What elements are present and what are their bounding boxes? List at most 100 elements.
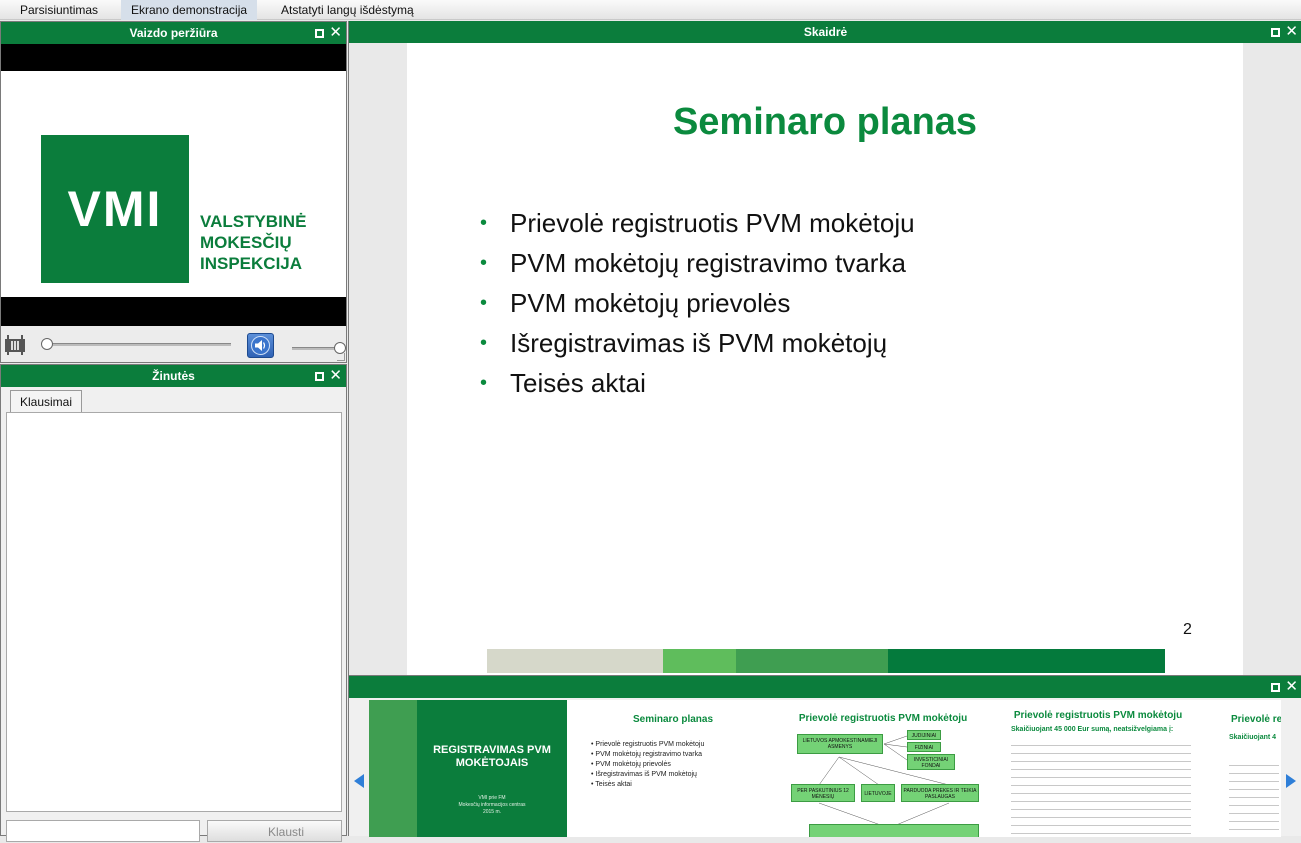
slide-panel-header: Skaidrė ✕ xyxy=(349,21,1301,43)
thumbnail-subtitle: Skaičiuojant 4 xyxy=(1229,734,1277,741)
slide-thumbnail[interactable]: Prievolė re Skaičiuojant 4 xyxy=(1209,700,1281,837)
film-strip-icon[interactable] xyxy=(4,334,26,356)
thumbnail-caption-line: 2015 m. xyxy=(482,809,502,815)
slide-thumbnail[interactable]: Prievolė registruotis PVM mokėtoju Skaič… xyxy=(991,700,1205,837)
slide-panel: Skaidrė ✕ Seminaro planas • Prievolė regi… xyxy=(348,21,1301,675)
video-display: VMI VALSTYBINĖ MOKESČIŲ INSPEKCIJA xyxy=(1,44,346,326)
vmi-logo-name: VALSTYBINĖ MOKESČIŲ INSPEKCIJA xyxy=(200,211,306,274)
messages-panel: Žinutės ✕ Klausimai Klausti xyxy=(0,364,347,842)
thumbnail-bullet-text: Išregistravimas iš PVM mokėtojų xyxy=(595,771,697,778)
thumbnail-diagram-box xyxy=(809,824,979,837)
close-icon[interactable]: ✕ xyxy=(1285,23,1298,40)
next-slide-arrow-icon[interactable] xyxy=(1286,774,1296,788)
slide-title: Seminaro planas xyxy=(672,101,978,143)
thumbnail-bullet: • Išregistravimas iš PVM mokėtojų xyxy=(591,771,697,778)
slide-bullet-text: Išregistravimas iš PVM mokėtojų xyxy=(510,328,888,358)
thumbnail-caption-line: Mokesčių informacijos centras xyxy=(458,802,526,808)
thumbnail-diagram-connectors xyxy=(818,735,950,829)
slide-bullet: • PVM mokėtojų prievolės xyxy=(477,283,915,323)
video-panel: Vaizdo peržiūra ✕ VMI VALSTYBINĖ MOKESČI… xyxy=(0,21,347,363)
seek-slider[interactable] xyxy=(45,343,231,346)
vmi-name-line: INSPEKCIJA xyxy=(200,254,303,273)
menu-item-download[interactable]: Parsisiuntimas xyxy=(20,3,99,17)
maximize-icon[interactable] xyxy=(315,28,325,38)
thumbnail-title: REGISTRAVIMAS PVM MOKĖTOJAIS xyxy=(433,744,551,769)
vmi-name-line: MOKESČIŲ xyxy=(200,233,292,252)
close-icon[interactable]: ✕ xyxy=(329,367,342,384)
tab-questions[interactable]: Klausimai xyxy=(10,390,82,412)
thumbnail-bullet-text: PVM mokėtojų prievolės xyxy=(595,761,671,768)
thumbnail-diagram-box: PARDUODA PREKES IR TEIKIA PASLAUGAS xyxy=(901,784,979,802)
thumbnail-strip: REGISTRAVIMAS PVM MOKĖTOJAIS VMI prie FM… xyxy=(369,700,1281,837)
thumbnail-diagram-box: LIETUVOS APMOKESTINAMIEJI ASMENYS xyxy=(797,734,883,754)
thumbnail-diagram-box: JUDIJINIAI xyxy=(907,730,941,740)
thumbnail-bullet-list: • Prievolė registruotis PVM mokėtoju • P… xyxy=(591,740,704,790)
slide-panel-title: Skaidrė xyxy=(803,25,848,39)
thumbnail-bullet: • Prievolė registruotis PVM mokėtoju xyxy=(591,741,705,748)
video-panel-title: Vaizdo peržiūra xyxy=(129,26,218,40)
thumbnail-title: Prievolė registruotis PVM mokėtoju xyxy=(798,713,968,724)
thumbnail-bullet: • PVM mokėtojų prievolės xyxy=(591,761,671,768)
vmi-name-line: VALSTYBINĖ xyxy=(200,212,307,231)
seek-slider-handle[interactable] xyxy=(41,338,53,350)
maximize-icon[interactable] xyxy=(315,371,325,381)
thumbnail-subtitle: Skaičiuojant 45 000 Eur sumą, neatsižvel… xyxy=(1011,726,1174,733)
maximize-icon[interactable] xyxy=(1271,682,1281,692)
close-icon[interactable]: ✕ xyxy=(329,24,342,41)
messages-panel-title: Žinutės xyxy=(152,369,195,383)
slide-bullet: • Teisės aktai xyxy=(477,363,915,403)
slide-page-number: 2 xyxy=(1183,621,1192,638)
thumbnail-side-band xyxy=(369,700,417,837)
bullet-icon: • xyxy=(480,212,488,234)
thumbnail-diagram-box: LIETUVOJE xyxy=(861,784,895,802)
thumbnail-diagram-box: INVESTICINIAI FONDAI xyxy=(907,754,955,770)
slide-bullet-text: PVM mokėtojų prievolės xyxy=(510,288,791,318)
thumbnail-title-area xyxy=(417,700,567,837)
slide-bullet-text: PVM mokėtojų registravimo tvarka xyxy=(510,248,906,278)
slide-footer-band xyxy=(736,649,888,673)
slide-thumbnail[interactable]: REGISTRAVIMAS PVM MOKĖTOJAIS VMI prie FM… xyxy=(369,700,567,837)
thumbnail-title: Seminaro planas xyxy=(632,714,714,725)
slide-thumbnail[interactable]: Seminaro planas • Prievolė registruotis … xyxy=(571,700,775,837)
thumbnail-title: Prievolė re xyxy=(1231,714,1281,725)
slide-bullet: • PVM mokėtojų registravimo tvarka xyxy=(477,243,915,283)
prev-slide-arrow-icon[interactable] xyxy=(354,774,364,788)
maximize-icon[interactable] xyxy=(1271,27,1281,37)
vmi-logo-abbrev: VMI xyxy=(67,181,163,237)
questions-list xyxy=(6,412,342,812)
video-panel-header: Vaizdo peržiūra ✕ xyxy=(1,22,346,44)
slide-bullet-list: • Prievolė registruotis PVM mokėtoju • PVM… xyxy=(477,203,915,403)
menu-item-reset-layout[interactable]: Atstatyti langų išdėstymą xyxy=(281,3,414,17)
bullet-icon: • xyxy=(480,292,488,314)
thumbnails-panel: ✕ REGISTRAVIMAS PVM MOKĖTOJAIS VMI prie … xyxy=(348,675,1301,837)
thumbnail-diagram-box: FIZINIAI xyxy=(907,742,941,752)
video-frame: VMI VALSTYBINĖ MOKESČIŲ INSPEKCIJA xyxy=(1,71,346,297)
bullet-icon: • xyxy=(480,372,488,394)
menu-item-screen-share[interactable]: Ekrano demonstracija xyxy=(121,0,258,20)
slide-thumbnail[interactable]: Prievolė registruotis PVM mokėtoju LIETU… xyxy=(779,700,987,837)
thumbnail-bullet-text: Teisės aktai xyxy=(595,781,632,788)
thumbnail-text-lines xyxy=(1229,760,1279,830)
top-menu-bar: Parsisiuntimas Ekrano demonstracija Atst… xyxy=(0,0,1301,20)
volume-button[interactable] xyxy=(247,333,274,358)
resize-grip-icon[interactable] xyxy=(337,353,345,361)
volume-slider-handle[interactable] xyxy=(334,342,346,354)
thumbnails-panel-header: ✕ xyxy=(349,676,1301,698)
slide-bullet-text: Teisės aktai xyxy=(510,368,646,398)
thumbnail-diagram-box: PER PASKUTINIUS 12 MĖNESIŲ xyxy=(791,784,855,802)
slide-bullet: • Išregistravimas iš PVM mokėtojų xyxy=(477,323,915,363)
thumbnail-caption: VMI prie FM Mokesčių informacijos centra… xyxy=(419,795,565,816)
slide-bullet-text: Prievolė registruotis PVM mokėtoju xyxy=(510,208,915,238)
slide-footer-band xyxy=(487,649,663,673)
thumbnail-bullet-text: PVM mokėtojų registravimo tvarka xyxy=(595,751,702,758)
slide-footer-band xyxy=(663,649,736,673)
ask-button[interactable]: Klausti xyxy=(207,820,342,842)
close-icon[interactable]: ✕ xyxy=(1285,678,1298,695)
player-controls xyxy=(1,326,346,362)
thumbnail-bullet: • PVM mokėtojų registravimo tvarka xyxy=(591,751,702,758)
question-input[interactable] xyxy=(6,820,200,842)
bullet-icon: • xyxy=(480,332,488,354)
volume-slider[interactable] xyxy=(292,347,342,350)
thumbnail-bullet-text: Prievolė registruotis PVM mokėtoju xyxy=(595,741,705,748)
thumbnail-bullet: • Teisės aktai xyxy=(591,781,632,788)
